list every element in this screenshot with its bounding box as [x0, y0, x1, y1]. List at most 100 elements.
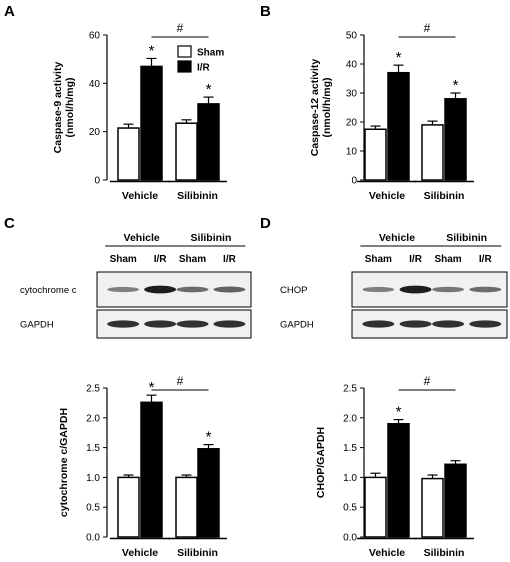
y-tick-label: 1.5 — [343, 443, 357, 454]
y-tick-label: 1.5 — [86, 443, 100, 454]
significance-star: * — [206, 81, 212, 98]
significance-star: * — [149, 379, 155, 396]
chart-4: 0.0 0.5 1.0 1.5 2.0 2.5 CHOP/GAPDH * Vehicle Sili… — [315, 374, 474, 559]
blot-1: Vehicle Silibinin Sham I/R Sham I/R cytochrome… — [20, 232, 252, 339]
category-label: Vehicle — [369, 190, 405, 202]
blot-band — [432, 286, 465, 293]
bar-ir-silibinin — [197, 448, 220, 538]
bar-ir-vehicle — [140, 65, 163, 181]
blot-group-label: Silibinin — [446, 232, 487, 244]
legend-swatch — [177, 45, 192, 58]
y-tick-label: 60 — [89, 31, 101, 42]
y-tick-label: 1.0 — [86, 473, 100, 484]
bar-sham-silibinin — [421, 477, 444, 538]
y-tick-label: 20 — [346, 118, 358, 129]
y-tick-label: 2.0 — [343, 413, 357, 424]
chart-2: 0 10 20 30 40 50 Caspase-12 activity (nmol/h/mg… — [309, 21, 474, 202]
panel-letter-a: A — [4, 3, 15, 20]
blot-protein-label: GAPDH — [20, 320, 54, 331]
blot-group-label: Vehicle — [124, 232, 160, 244]
blot-lane-label: Sham — [365, 254, 392, 265]
bar-ir-silibinin — [197, 103, 220, 181]
category-label: Silibinin — [177, 547, 218, 559]
blot-lane-label: I/R — [409, 254, 423, 265]
bar-ir-vehicle — [387, 423, 410, 538]
blot-band — [399, 320, 432, 328]
blot-band — [469, 320, 502, 328]
category-label: Vehicle — [369, 547, 405, 559]
blot-protein-label: CHOP — [280, 285, 307, 296]
blot-band — [213, 286, 246, 293]
y-tick-label: 10 — [346, 147, 358, 158]
chart-1: 0 20 40 60 Caspase-9 activity (nmol/h/mg) * * Ve… — [52, 21, 227, 202]
blot-band — [469, 286, 502, 293]
y-axis-label: (nmol/h/mg) — [64, 77, 76, 137]
y-tick-label: 50 — [346, 31, 358, 42]
y-tick-label: 0.0 — [343, 533, 357, 544]
y-tick-label: 40 — [346, 60, 358, 71]
blot-band — [107, 286, 140, 293]
comparison-hash: # — [177, 374, 184, 388]
y-tick-label: 1.0 — [343, 473, 357, 484]
category-label: Vehicle — [122, 547, 158, 559]
category-label: Vehicle — [122, 190, 158, 202]
bar-sham-silibinin — [421, 124, 444, 181]
chart-3: 0.0 0.5 1.0 1.5 2.0 2.5 cytochrome c/GAPDH * * Ve… — [58, 374, 227, 559]
blot-2: Vehicle Silibinin Sham I/R Sham I/R CHOP GAPDH — [280, 232, 508, 339]
y-axis-label: cytochrome c/GAPDH — [58, 408, 70, 517]
bar-sham-vehicle — [364, 476, 387, 538]
blot-band — [432, 320, 465, 328]
category-label: Silibinin — [424, 547, 465, 559]
blot-lane-label: Sham — [179, 254, 206, 265]
y-axis-label: Caspase-12 activity — [309, 59, 321, 157]
y-tick-label: 30 — [346, 89, 358, 100]
bar-sham-silibinin — [175, 122, 198, 181]
bar-sham-vehicle — [364, 128, 387, 181]
blot-band — [144, 285, 177, 294]
blot-lane-label: Sham — [110, 254, 137, 265]
blot-band — [144, 320, 177, 328]
bar-sham-silibinin — [175, 476, 198, 538]
panel-letter-c: C — [4, 215, 15, 232]
bar-sham-vehicle — [117, 127, 140, 181]
y-tick-label: 0.5 — [343, 503, 357, 514]
significance-star: * — [453, 77, 459, 94]
y-axis-label: Caspase-9 activity — [52, 62, 64, 154]
comparison-hash: # — [177, 21, 184, 35]
comparison-hash: # — [424, 374, 431, 388]
panel-letter-b: B — [260, 3, 271, 20]
bar-ir-vehicle — [387, 71, 410, 181]
bar-ir-vehicle — [140, 401, 163, 538]
bar-ir-silibinin — [444, 463, 467, 538]
y-tick-label: 0.0 — [86, 533, 100, 544]
y-tick-label: 2.0 — [86, 413, 100, 424]
significance-star: * — [396, 404, 402, 421]
significance-star: * — [149, 42, 155, 59]
blot-lane-label: I/R — [223, 254, 237, 265]
y-axis-label: CHOP/GAPDH — [315, 427, 327, 498]
blot-lane-label: I/R — [154, 254, 168, 265]
significance-star: * — [206, 429, 212, 446]
blot-group-label: Silibinin — [191, 232, 232, 244]
blot-lane-label: Sham — [434, 254, 461, 265]
blot-band — [362, 320, 395, 328]
y-tick-label: 0 — [94, 176, 100, 187]
y-tick-label: 0.5 — [86, 503, 100, 514]
blot-protein-label: GAPDH — [280, 320, 314, 331]
y-tick-label: 20 — [89, 127, 101, 138]
y-tick-label: 2.5 — [343, 384, 357, 395]
y-tick-label: 0 — [351, 176, 357, 187]
comparison-hash: # — [424, 21, 431, 35]
blot-group-label: Vehicle — [379, 232, 415, 244]
blot-band — [362, 286, 395, 293]
blot-band — [176, 320, 209, 328]
legend-swatch — [177, 60, 192, 73]
category-label: Silibinin — [177, 190, 218, 202]
y-axis-label: (nmol/h/mg) — [321, 77, 333, 137]
blot-band — [107, 320, 140, 328]
blot-band — [399, 285, 432, 294]
bar-sham-vehicle — [117, 476, 140, 538]
blot-band — [176, 286, 209, 293]
bar-ir-silibinin — [444, 98, 467, 181]
